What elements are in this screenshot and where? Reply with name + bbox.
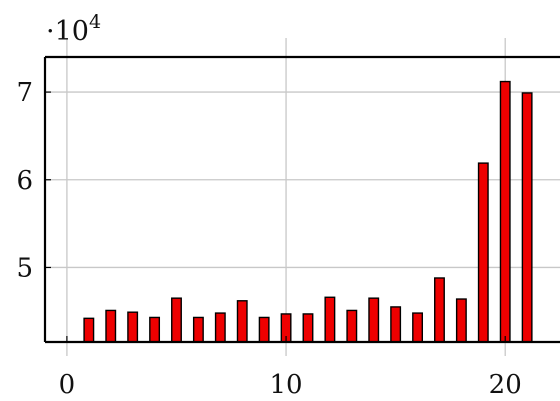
y-multiplier-base: ·10: [46, 16, 89, 47]
x-tick-label: 10: [270, 370, 303, 400]
x-tick-label: 0: [59, 370, 76, 400]
axes: [43, 55, 560, 344]
y-multiplier-exponent: 4: [89, 11, 101, 33]
bar: [149, 316, 161, 343]
bar: [499, 80, 511, 343]
bar: [368, 297, 380, 343]
bar: [127, 311, 139, 343]
tick-labels: 5 6 7 0 10 20: [16, 78, 521, 400]
bar: [346, 309, 358, 343]
bar: [412, 312, 424, 343]
bar: [105, 309, 117, 343]
bar: [258, 316, 270, 343]
bar: [455, 298, 467, 343]
bar: [83, 317, 95, 343]
bar: [390, 306, 402, 343]
bar: [214, 312, 226, 343]
x-tick-label: 20: [489, 370, 522, 400]
y-tick-label: 6: [16, 166, 33, 196]
bar: [434, 277, 445, 343]
bar: [302, 313, 314, 343]
bars: [83, 80, 533, 343]
bar: [324, 296, 336, 343]
y-axis-multiplier: ·104: [46, 11, 101, 47]
bar: [192, 316, 204, 343]
bar: [171, 297, 182, 343]
bar: [521, 92, 533, 343]
bar: [236, 300, 248, 343]
y-tick-label: 5: [16, 253, 33, 283]
y-tick-label: 7: [16, 78, 33, 108]
bar: [477, 162, 489, 343]
